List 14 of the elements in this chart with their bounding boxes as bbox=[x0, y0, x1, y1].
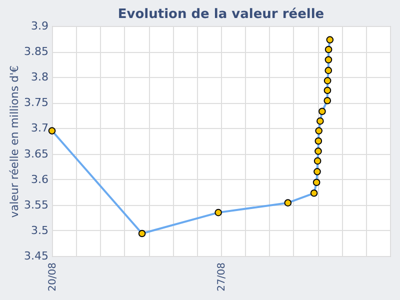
y-tick-label: 3.8 bbox=[31, 70, 48, 84]
y-tick-label: 3.75 bbox=[24, 96, 48, 110]
y-tick-label: 3.85 bbox=[24, 45, 48, 58]
y-tick-label: 3.7 bbox=[31, 122, 48, 135]
y-tick-label: 3.55 bbox=[24, 198, 48, 212]
y-tick-label: 3.5 bbox=[31, 224, 48, 237]
y-tick-label: 3.6 bbox=[31, 172, 48, 186]
y-axis-title: valeur réelle en millions d'€ bbox=[8, 65, 22, 218]
x-tick-label: 20/08 bbox=[48, 262, 58, 292]
x-tick-label: 27/08 bbox=[216, 262, 228, 292]
y-tick-label: 3.9 bbox=[31, 20, 48, 32]
y-tick-label: 3.45 bbox=[24, 250, 48, 262]
y-tick-label: 3.65 bbox=[24, 147, 48, 160]
chart-title: Evolution de la valeur réelle bbox=[118, 7, 324, 22]
